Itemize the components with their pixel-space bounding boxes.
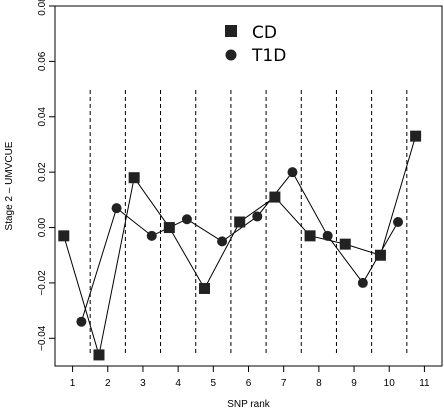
data-point-t1d-2 [111,203,122,214]
data-point-cd-4 [163,222,175,234]
series-lines [63,136,417,356]
series-line-t1d [80,171,399,322]
series-markers [58,130,422,361]
y-tick-label-0: −0.04 [37,325,48,351]
data-point-t1d-5 [217,236,228,247]
y-tick-label-5: 0.06 [37,51,48,71]
data-point-cd-10 [374,249,386,261]
rank-separators [89,90,408,355]
legend-cd-marker [225,25,237,37]
series-line-cd [63,136,417,356]
x-tick-label-7: 7 [281,378,287,389]
data-point-t1d-8 [322,230,333,241]
data-point-cd-11 [410,130,422,142]
data-point-t1d-6 [252,211,263,222]
data-point-cd-8 [304,230,316,242]
x-tick-label-10: 10 [384,378,396,389]
data-point-cd-3 [128,172,140,184]
data-point-cd-1 [58,230,70,242]
data-point-t1d-7 [287,167,298,178]
x-tick-label-8: 8 [316,378,322,389]
x-tick-label-3: 3 [140,378,146,389]
y-tick-label-6: 0.08 [37,0,48,16]
data-point-t1d-1 [76,316,87,327]
x-tick-label-5: 5 [211,378,217,389]
data-point-cd-7 [269,191,281,203]
x-tick-label-2: 2 [105,378,111,389]
data-point-cd-6 [234,216,246,228]
x-tick-label-9: 9 [351,378,357,389]
data-point-t1d-4 [181,214,192,225]
y-axis-label: Stage 2 – UMVCUE [4,141,15,230]
x-tick-label-1: 1 [70,378,76,389]
legend-t1d-label: T1D [251,46,286,66]
y-tick-label-4: 0.04 [37,107,48,127]
x-axis-label: SNP rank [227,399,271,410]
legend-cd-label: CD [252,23,277,43]
y-axis: −0.04 −0.02 0.00 0.02 0.04 0.06 0.08 [37,0,55,351]
y-tick-label-3: 0.02 [37,162,48,182]
legend: CD T1D [225,23,286,66]
x-tick-label-11: 11 [419,378,430,389]
data-point-cd-2 [93,349,105,361]
data-point-t1d-3 [146,230,157,241]
data-point-t1d-10 [393,217,404,227]
data-point-cd-9 [339,238,351,250]
x-tick-label-4: 4 [175,378,181,389]
x-axis: 1 2 3 4 5 6 7 8 9 10 11 [70,366,430,389]
data-point-cd-5 [199,282,211,294]
y-tick-label-1: −0.02 [37,270,48,296]
data-point-t1d-9 [357,277,368,288]
x-tick-label-6: 6 [246,378,252,389]
plot-frame [54,5,443,367]
y-tick-label-2: 0.00 [37,217,48,237]
legend-t1d-marker [225,49,237,61]
